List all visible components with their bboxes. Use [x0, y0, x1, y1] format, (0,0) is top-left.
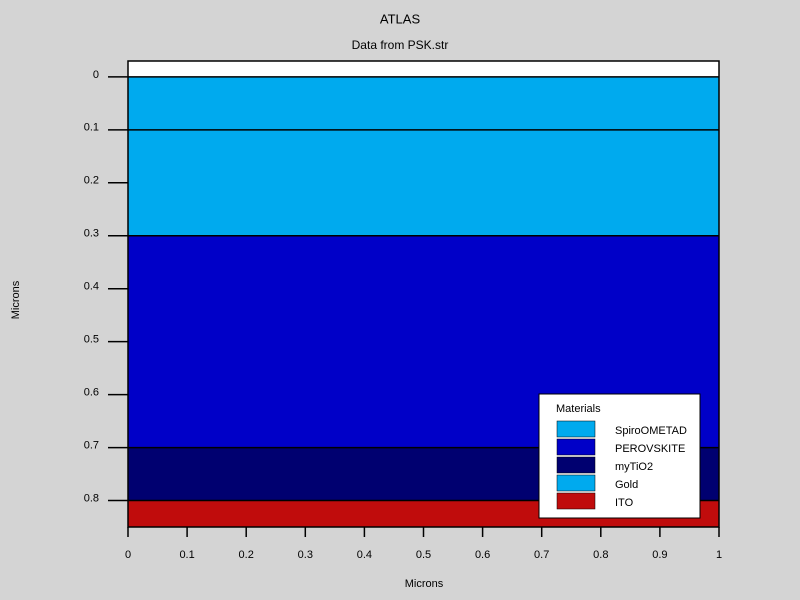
legend-label: PEROVSKITE — [615, 443, 685, 455]
legend-swatch — [556, 438, 596, 456]
x-tick-label: 0.4 — [357, 549, 372, 561]
material-region — [128, 76, 719, 130]
x-tick-label: 0.8 — [593, 549, 608, 561]
y-tick-label: 0.4 — [84, 281, 99, 293]
legend-swatch — [556, 420, 596, 438]
legend-swatch — [556, 474, 596, 492]
x-tick-label: 0.3 — [298, 549, 313, 561]
x-axis-label: Microns — [405, 578, 444, 590]
x-tick-label: 0.5 — [416, 549, 431, 561]
y-tick-label: 0 — [93, 69, 99, 81]
x-tick-label: 0.1 — [179, 549, 194, 561]
x-tick-label: 0.9 — [652, 549, 667, 561]
x-tick-label: 0.7 — [534, 549, 549, 561]
y-tick-label: 0.1 — [84, 122, 99, 134]
material-region — [128, 129, 719, 236]
legend-swatch — [556, 492, 596, 510]
y-axis-label: Microns — [10, 280, 22, 319]
legend-label: SpiroOMETAD — [615, 425, 687, 437]
y-tick-label: 0.5 — [84, 334, 99, 346]
legend-title: Materials — [556, 403, 601, 415]
x-tick-label: 0 — [125, 549, 131, 561]
y-tick-label: 0.8 — [84, 492, 99, 504]
chart-subtitle: Data from PSK.str — [352, 38, 449, 52]
legend-label: ITO — [615, 497, 634, 509]
legend-swatch — [556, 456, 596, 474]
y-tick-label: 0.7 — [84, 439, 99, 451]
x-tick-label: 0.2 — [239, 549, 254, 561]
x-tick-label: 0.6 — [475, 549, 490, 561]
plot-border — [127, 60, 720, 528]
chart-title: ATLAS — [380, 11, 421, 26]
legend-label: Gold — [615, 479, 638, 491]
y-tick-label: 0.3 — [84, 228, 99, 240]
legend-label: myTiO2 — [615, 461, 653, 473]
x-tick-label: 1 — [716, 549, 722, 561]
y-tick-label: 0.6 — [84, 387, 99, 399]
y-tick-label: 0.2 — [84, 175, 99, 187]
